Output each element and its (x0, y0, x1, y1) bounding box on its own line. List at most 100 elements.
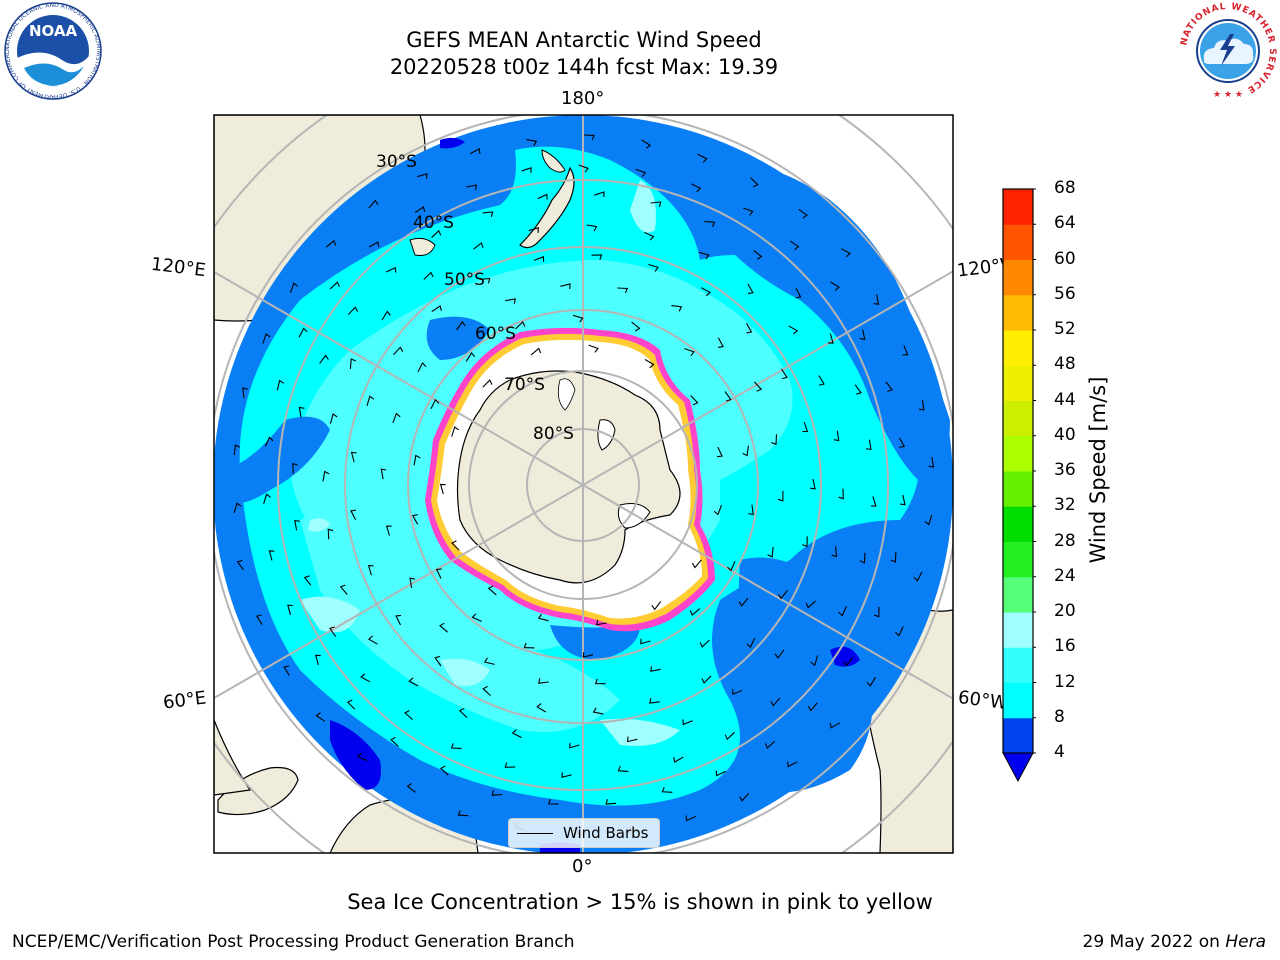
wind-barb (482, 211, 494, 218)
wind-barb (537, 613, 549, 622)
wind-barb (685, 815, 696, 822)
wind-barb (617, 287, 629, 294)
wind-barb (538, 678, 549, 684)
wind-barb (533, 256, 545, 262)
wind-barb (924, 514, 933, 526)
wind-barb (753, 381, 763, 392)
wind-barb (349, 358, 357, 369)
wind-barb (810, 655, 819, 666)
generation-date: 29 May 2022 on Hera (1083, 932, 1267, 952)
wind-barb (651, 601, 662, 611)
wind-barb (264, 436, 274, 447)
wind-barb (561, 772, 572, 779)
lon-label-0: 0° (572, 856, 593, 877)
wind-barb (511, 729, 522, 739)
sea-ice-footnote: Sea Ice Concentration > 15% is shown in … (347, 890, 933, 914)
wind-barb (470, 148, 481, 155)
wind-barb (802, 536, 808, 548)
wind-barb (431, 229, 442, 239)
wind-barb (329, 281, 340, 290)
wind-barb (392, 412, 401, 424)
colorbar-tick-label: 32 (1054, 495, 1076, 516)
wind-barb (810, 478, 816, 490)
wind-barb (366, 395, 375, 407)
wind-barb (268, 550, 275, 561)
wind-barb (483, 657, 495, 665)
wind-barb (635, 168, 647, 177)
wind-barb (818, 375, 825, 386)
chart-title: GEFS MEAN Antarctic Wind Speed (406, 28, 762, 52)
wind-barb (739, 792, 750, 802)
wind-barb (684, 348, 695, 357)
colorbar-tick-label: 16 (1054, 636, 1076, 657)
wind-barb (385, 525, 392, 536)
wind-barb (423, 271, 434, 280)
wind-barb (435, 568, 442, 579)
colorbar-band (1003, 471, 1033, 507)
wind-barb (537, 193, 548, 200)
wind-barb (439, 483, 446, 495)
wind-barb (547, 799, 559, 805)
wind-barb (578, 164, 589, 173)
wind-barb (350, 509, 357, 520)
wind-barb (640, 638, 651, 645)
wind-barb (671, 305, 683, 312)
wind-barb (329, 413, 338, 424)
wind-barb (408, 677, 419, 687)
wind-barb (255, 614, 263, 625)
colorbar-band (1003, 682, 1033, 719)
wind-barb (798, 208, 808, 219)
wind-barb (360, 673, 371, 683)
colorbar-tick-label: 24 (1054, 565, 1076, 586)
lat-label-30s: 30°S (376, 152, 417, 172)
wind-barb (649, 698, 660, 704)
wind-barb (450, 743, 462, 749)
wind-barb (691, 559, 702, 569)
wind-barb (439, 622, 448, 633)
colorbar-band (1003, 224, 1033, 260)
wind-barb (292, 462, 298, 474)
wind-barb (838, 606, 847, 617)
wind-barb (290, 282, 299, 293)
wind-barb (357, 752, 368, 762)
lat-label-70s: 70°S (504, 375, 545, 395)
wind-barb (385, 266, 397, 273)
wind-barb (431, 305, 442, 313)
wind-barb (831, 546, 838, 558)
wind-barb (802, 421, 809, 433)
colorbar-tick-label: 64 (1054, 213, 1076, 234)
wind-barb (314, 654, 321, 666)
colorbar-tick-label: 44 (1054, 389, 1076, 410)
wind-barb (380, 468, 387, 480)
wind-barb (747, 283, 754, 295)
wind-barb (586, 224, 598, 232)
wind-barb (263, 493, 271, 504)
wind-barb (491, 790, 503, 796)
wind-barb (690, 395, 699, 406)
wind-barb (899, 437, 906, 448)
colorbar-label: Wind Speed [m/s] (1086, 376, 1110, 564)
wind-barb (873, 606, 880, 618)
wind-barb (689, 608, 701, 617)
legend-line-swatch (517, 832, 553, 834)
wind-barb (713, 505, 723, 516)
wind-barb (732, 689, 743, 695)
wind-barb (560, 283, 571, 290)
wind-barb (767, 546, 774, 558)
colorbar-tick-label: 12 (1054, 671, 1076, 692)
wind-barb (591, 254, 603, 260)
wind-barb (777, 490, 784, 502)
wind-barb (829, 722, 841, 729)
wind-barb (368, 241, 380, 248)
wind-barb (339, 584, 348, 595)
wind-barb (417, 362, 427, 373)
noaa-logo: NATIONAL OCEANIC AND ATMOSPHERIC ADMINIS… (2, 2, 102, 100)
wind-barb (699, 639, 710, 648)
svg-text:★ ★ ★: ★ ★ ★ (1213, 90, 1243, 100)
wind-barb (482, 685, 491, 696)
wind-barb (482, 379, 493, 388)
wind-barb (346, 699, 356, 710)
wind-barb (717, 337, 724, 348)
wind-barb (854, 384, 862, 395)
wind-barb (327, 528, 334, 540)
